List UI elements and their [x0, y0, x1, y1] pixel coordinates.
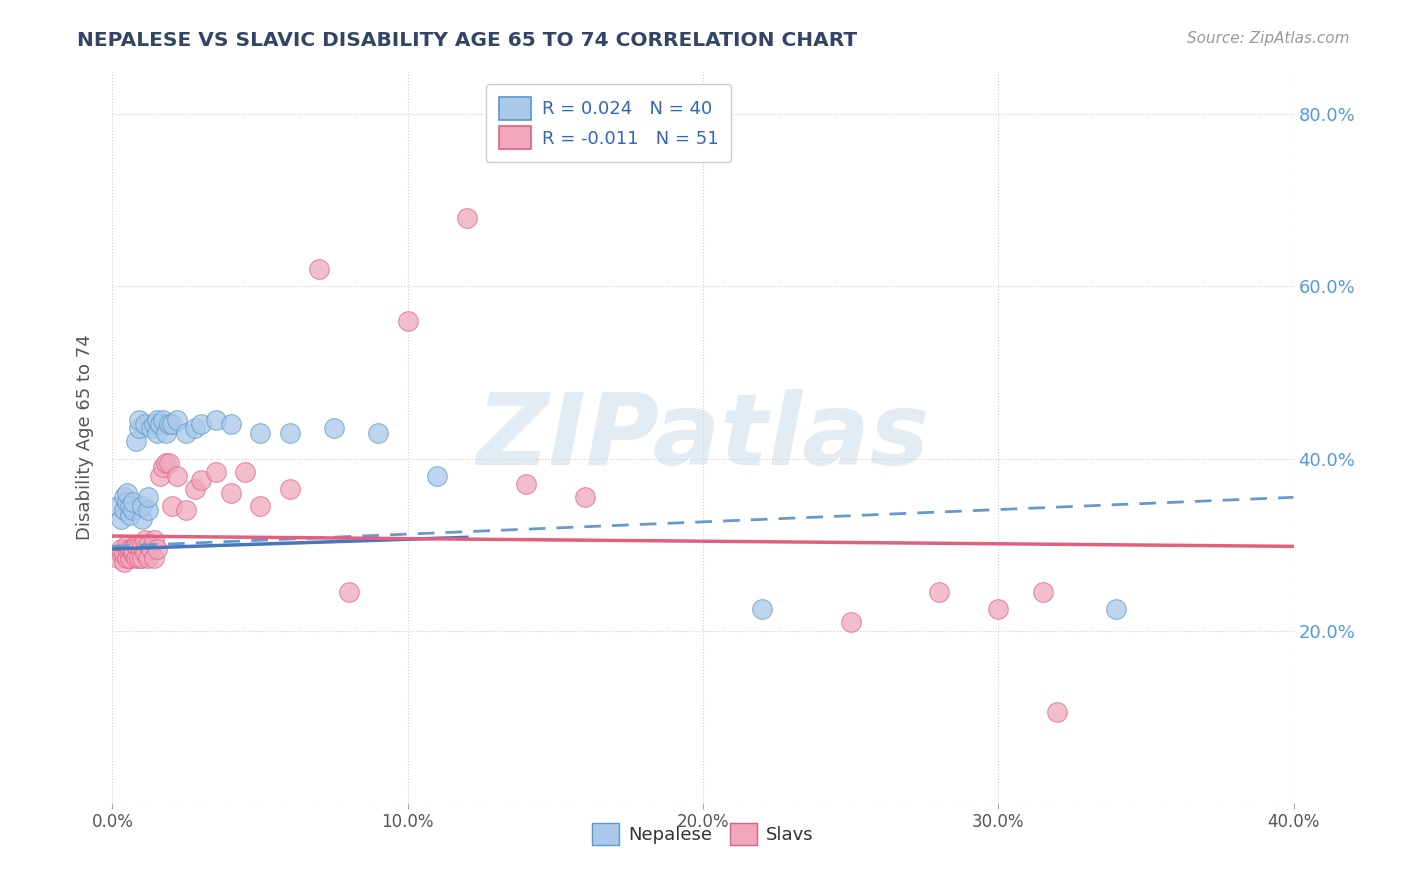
Point — [839, 615, 862, 629]
Point — [160, 499, 183, 513]
Point — [152, 460, 174, 475]
Point — [184, 421, 207, 435]
Point — [184, 482, 207, 496]
Point — [117, 541, 138, 556]
Point — [323, 421, 346, 435]
Point — [160, 417, 183, 432]
Text: ZIPatlas: ZIPatlas — [477, 389, 929, 485]
Point — [112, 555, 135, 569]
Text: NEPALESE VS SLAVIC DISABILITY AGE 65 TO 74 CORRELATION CHART: NEPALESE VS SLAVIC DISABILITY AGE 65 TO … — [77, 31, 858, 50]
Point — [249, 499, 271, 513]
Point — [337, 585, 360, 599]
Point — [131, 538, 153, 552]
Point — [134, 417, 156, 432]
Point — [205, 413, 228, 427]
Point — [112, 503, 135, 517]
Point — [125, 434, 148, 449]
Point — [136, 503, 159, 517]
Point — [139, 421, 162, 435]
Point — [166, 413, 188, 427]
Point — [136, 538, 159, 552]
Point — [987, 602, 1010, 616]
Point — [157, 456, 180, 470]
Point — [456, 211, 478, 225]
Point — [120, 541, 142, 556]
Point — [278, 482, 301, 496]
Point — [128, 550, 150, 565]
Point — [219, 417, 242, 432]
Point — [219, 486, 242, 500]
Point — [233, 465, 256, 479]
Point — [149, 468, 172, 483]
Point — [174, 425, 197, 440]
Point — [128, 538, 150, 552]
Point — [128, 421, 150, 435]
Point — [107, 499, 129, 513]
Point — [107, 550, 129, 565]
Point — [122, 541, 145, 556]
Point — [112, 491, 135, 505]
Point — [152, 413, 174, 427]
Point — [174, 503, 197, 517]
Point — [112, 546, 135, 560]
Point — [149, 417, 172, 432]
Point — [125, 538, 148, 552]
Point — [515, 477, 537, 491]
Point — [142, 550, 165, 565]
Point — [751, 602, 773, 616]
Point — [928, 585, 950, 599]
Point — [155, 456, 177, 470]
Point — [122, 494, 145, 508]
Point — [396, 314, 419, 328]
Point — [134, 533, 156, 548]
Point — [110, 546, 132, 560]
Y-axis label: Disability Age 65 to 74: Disability Age 65 to 74 — [76, 334, 94, 540]
Point — [1046, 706, 1069, 720]
Point — [136, 491, 159, 505]
Point — [155, 425, 177, 440]
Point — [134, 546, 156, 560]
Point — [117, 494, 138, 508]
Point — [120, 499, 142, 513]
Point — [1105, 602, 1128, 616]
Point — [131, 499, 153, 513]
Point — [278, 425, 301, 440]
Point — [131, 512, 153, 526]
Point — [120, 550, 142, 565]
Point — [139, 541, 162, 556]
Point — [146, 425, 169, 440]
Point — [146, 413, 169, 427]
Point — [131, 550, 153, 565]
Point — [166, 468, 188, 483]
Point — [125, 550, 148, 565]
Point — [426, 468, 449, 483]
Point — [142, 417, 165, 432]
Point — [117, 486, 138, 500]
Point — [146, 541, 169, 556]
Point — [117, 550, 138, 565]
Point — [136, 550, 159, 565]
Point — [122, 503, 145, 517]
Point — [190, 473, 212, 487]
Point — [249, 425, 271, 440]
Point — [117, 538, 138, 552]
Point — [128, 413, 150, 427]
Point — [1032, 585, 1054, 599]
Legend: Nepalese, Slavs: Nepalese, Slavs — [585, 816, 821, 852]
Point — [142, 533, 165, 548]
Text: Source: ZipAtlas.com: Source: ZipAtlas.com — [1187, 31, 1350, 46]
Point — [110, 541, 132, 556]
Point — [122, 546, 145, 560]
Point — [190, 417, 212, 432]
Point — [110, 512, 132, 526]
Point — [205, 465, 228, 479]
Point — [157, 417, 180, 432]
Point — [308, 262, 330, 277]
Point — [367, 425, 389, 440]
Point — [120, 508, 142, 522]
Point — [574, 491, 596, 505]
